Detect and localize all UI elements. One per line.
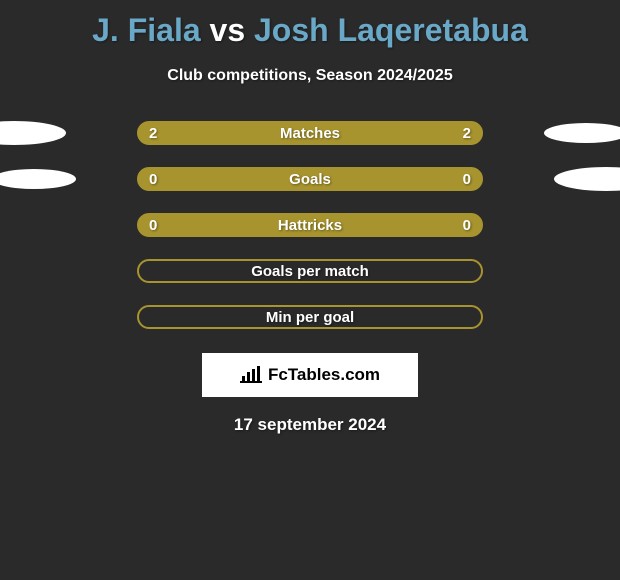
- stat-value-right: 2: [463, 125, 471, 142]
- snapshot-date: 17 september 2024: [0, 415, 620, 435]
- player2-marker-ellipse: [554, 167, 620, 191]
- attribution-badge: FcTables.com: [202, 353, 418, 397]
- stat-bar: 0 Hattricks 0: [137, 213, 483, 237]
- attribution-text: FcTables.com: [268, 365, 380, 385]
- stat-label: Min per goal: [266, 309, 354, 326]
- stat-label: Goals: [289, 171, 331, 188]
- right-marker-slot: [501, 167, 611, 191]
- left-marker-slot: [9, 169, 119, 189]
- stat-value-left: 0: [149, 171, 157, 188]
- stat-row: 2 Matches 2: [0, 121, 620, 145]
- stat-value-right: 0: [463, 171, 471, 188]
- stat-value-right: 0: [463, 217, 471, 234]
- stat-row: 0 Hattricks 0: [0, 213, 620, 237]
- stat-row: Goals per match: [0, 259, 620, 283]
- stat-label: Matches: [280, 125, 340, 142]
- chart-icon: [240, 366, 262, 384]
- stat-value-left: 0: [149, 217, 157, 234]
- stat-bar: Goals per match: [137, 259, 483, 283]
- stat-bar: Min per goal: [137, 305, 483, 329]
- right-marker-slot: [501, 123, 611, 143]
- player1-marker-ellipse: [0, 169, 76, 189]
- season-subtitle: Club competitions, Season 2024/2025: [0, 67, 620, 85]
- stat-label: Goals per match: [251, 263, 369, 280]
- stat-value-left: 2: [149, 125, 157, 142]
- comparison-title: J. Fiala vs Josh Laqeretabua: [0, 0, 620, 49]
- vs-text: vs: [210, 12, 246, 48]
- player2-marker-ellipse: [544, 123, 620, 143]
- stat-row: Min per goal: [0, 305, 620, 329]
- stat-label: Hattricks: [278, 217, 342, 234]
- player1-name: J. Fiala: [92, 12, 201, 48]
- left-marker-slot: [9, 121, 119, 145]
- stat-bar: 2 Matches 2: [137, 121, 483, 145]
- player1-marker-ellipse: [0, 121, 66, 145]
- stats-chart: 2 Matches 2 0 Goals 0 0 Hattricks 0 Goals per mat…: [0, 121, 620, 329]
- stat-row: 0 Goals 0: [0, 167, 620, 191]
- player2-name: Josh Laqeretabua: [254, 12, 528, 48]
- stat-bar: 0 Goals 0: [137, 167, 483, 191]
